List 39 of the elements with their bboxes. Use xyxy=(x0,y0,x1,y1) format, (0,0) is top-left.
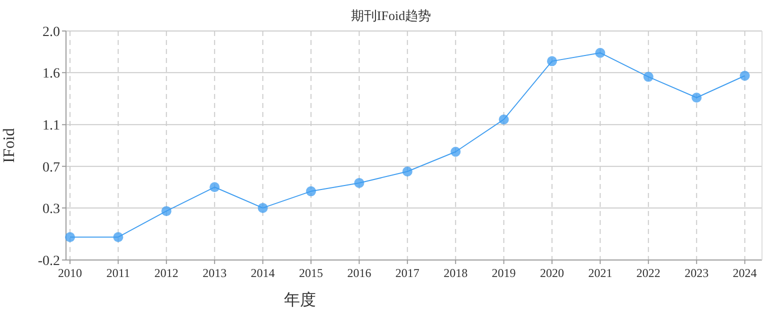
y-tick-label: -0.2 xyxy=(38,254,60,269)
x-tick-label: 2020 xyxy=(540,266,564,280)
point xyxy=(65,232,75,242)
x-tick-label: 2021 xyxy=(588,266,612,280)
point xyxy=(450,146,461,157)
point xyxy=(306,186,316,196)
point xyxy=(161,206,172,216)
x-tick-label: 2019 xyxy=(492,266,516,280)
y-tick-label: 0.3 xyxy=(42,202,60,217)
x-tick-label: 2018 xyxy=(444,266,468,280)
point xyxy=(210,182,220,192)
x-tick-label: 2016 xyxy=(347,266,372,280)
point xyxy=(595,48,606,58)
y-tick-label: 0.7 xyxy=(42,160,60,176)
point xyxy=(258,202,268,213)
y-tick-label: 1.6 xyxy=(42,66,60,82)
x-tick-label: 2023 xyxy=(684,266,709,280)
y-tick-label: 2.0 xyxy=(42,25,60,40)
point xyxy=(547,56,557,66)
x-tick-label: 2010 xyxy=(58,266,82,280)
point xyxy=(692,92,702,103)
y-axis-title: IFoid xyxy=(1,128,18,163)
x-tick-label: 2017 xyxy=(395,266,420,280)
x-axis-title: 年度 xyxy=(284,291,316,309)
x-tick-label: 2014 xyxy=(250,266,275,280)
chart-title: 期刊IFoid趋势 xyxy=(350,8,432,23)
x-tick-label: 2024 xyxy=(732,266,757,280)
point xyxy=(740,70,750,81)
x-tick-label: 2022 xyxy=(636,266,660,280)
point xyxy=(643,72,654,82)
x-tick-label: 2013 xyxy=(202,266,227,280)
point xyxy=(354,178,364,188)
x-tick-label: 2015 xyxy=(299,266,323,280)
x-tick-label: 2012 xyxy=(154,266,178,280)
point xyxy=(402,166,412,177)
y-tick-label: 1.1 xyxy=(42,118,60,134)
point xyxy=(498,114,509,124)
point xyxy=(113,232,124,242)
x-tick-label: 2011 xyxy=(106,266,130,280)
